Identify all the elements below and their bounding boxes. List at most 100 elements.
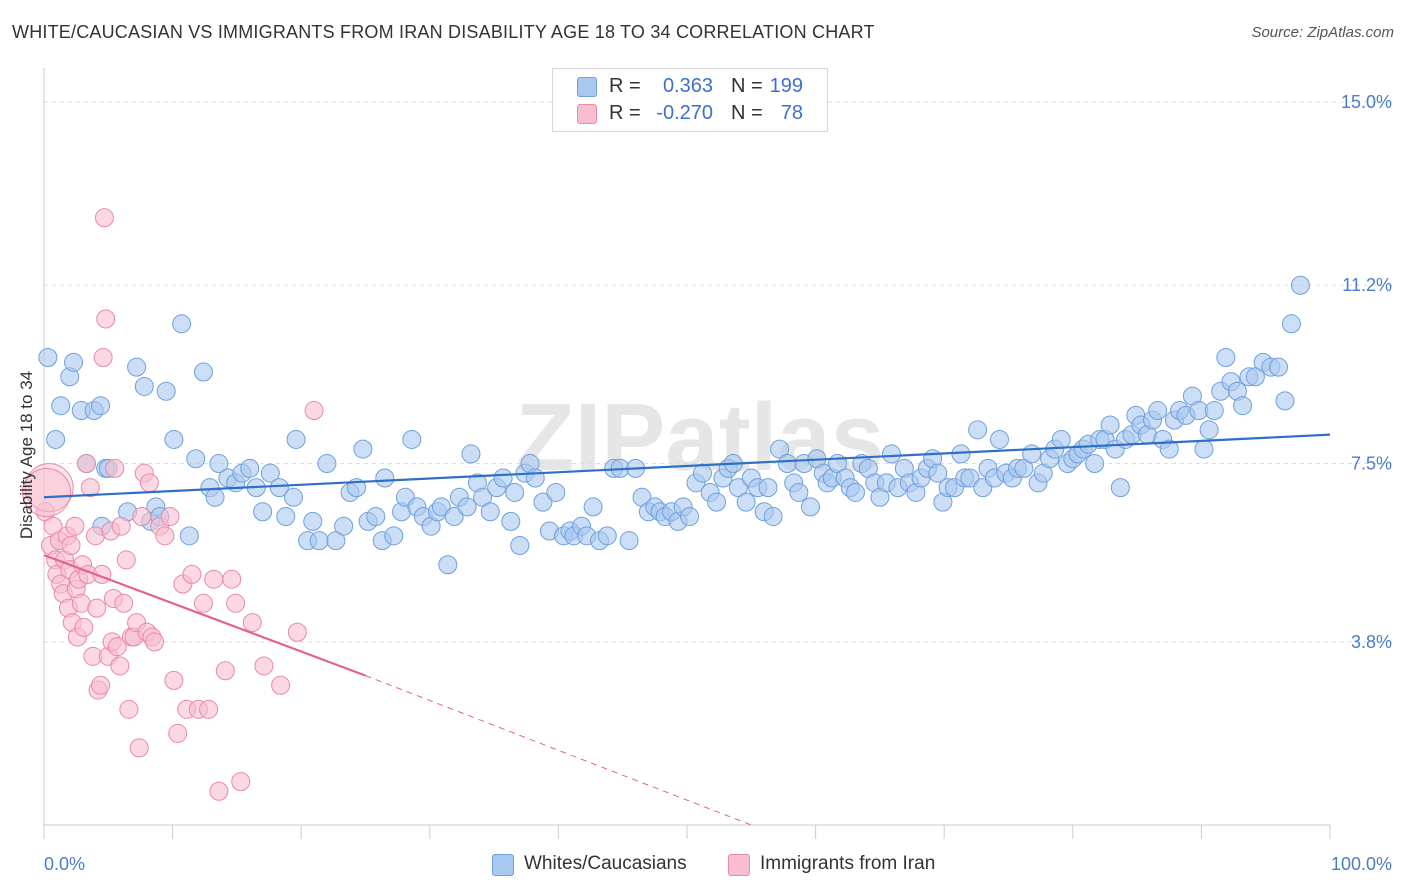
data-point	[707, 492, 727, 512]
data-point	[960, 468, 980, 488]
data-point	[209, 454, 229, 474]
data-point	[525, 468, 545, 488]
data-point	[402, 429, 422, 449]
data-point	[619, 531, 639, 551]
data-point	[309, 531, 329, 551]
legend-row-iran: R = -0.270 N = 78	[553, 100, 827, 126]
data-point	[505, 482, 525, 502]
data-point	[1290, 275, 1310, 295]
data-point	[260, 463, 280, 483]
data-point	[209, 781, 229, 801]
x-tick-label-max: 100.0%	[1331, 854, 1392, 874]
data-point	[204, 569, 224, 589]
data-point	[461, 444, 481, 464]
data-point	[800, 497, 820, 517]
legend-label-whites: Whites/Caucasians	[524, 853, 687, 874]
data-point	[597, 526, 617, 546]
data-point	[205, 487, 225, 507]
data-point	[1194, 439, 1214, 459]
data-point	[93, 348, 113, 368]
data-point	[91, 396, 111, 416]
data-point	[253, 502, 273, 522]
data-point	[193, 593, 213, 613]
legend-row-whites: R = 0.363 N = 199	[553, 73, 827, 99]
trend-line-iran	[43, 554, 366, 677]
data-point	[438, 555, 458, 575]
data-point	[1275, 391, 1295, 411]
series-iran-points	[22, 208, 324, 801]
data-point	[182, 564, 202, 584]
data-point	[1159, 439, 1179, 459]
data-point	[789, 482, 809, 502]
axes	[43, 68, 1331, 839]
grid-lines	[44, 101, 1392, 643]
chart-title: WHITE/CAUCASIAN VS IMMIGRANTS FROM IRAN …	[12, 22, 875, 42]
data-point	[286, 429, 306, 449]
data-point	[226, 593, 246, 613]
data-point	[134, 376, 154, 396]
data-point	[132, 507, 152, 527]
data-point	[38, 348, 58, 368]
legend-n-value: 199	[769, 75, 803, 97]
data-point	[501, 511, 521, 531]
data-point	[375, 468, 395, 488]
data-point	[680, 507, 700, 527]
data-point	[254, 656, 274, 676]
y-tick-label: 11.2%	[1342, 275, 1392, 295]
data-point	[968, 420, 988, 440]
data-point	[119, 699, 139, 719]
data-point	[763, 507, 783, 527]
data-point	[989, 429, 1009, 449]
data-point	[222, 569, 242, 589]
data-point	[736, 492, 756, 512]
data-point	[172, 314, 192, 334]
data-point	[1204, 401, 1224, 421]
series-whites-points	[38, 275, 1310, 575]
data-point	[928, 463, 948, 483]
data-point	[46, 429, 66, 449]
data-point	[193, 362, 213, 382]
legend-r-value: -0.270	[656, 102, 713, 124]
data-point	[353, 439, 373, 459]
data-point	[269, 478, 289, 498]
data-point	[242, 613, 262, 633]
data-point	[1085, 454, 1105, 474]
y-tick-label: 15.0%	[1341, 92, 1392, 112]
data-point	[107, 637, 127, 657]
data-point	[156, 381, 176, 401]
legend-r-label: R =	[609, 102, 641, 124]
data-point	[179, 526, 199, 546]
data-point	[231, 772, 251, 792]
data-point	[457, 497, 477, 517]
stats-legend: R = 0.363 N = 199 R = -0.270 N = 78	[552, 68, 828, 132]
data-point	[444, 507, 464, 527]
data-point	[1269, 357, 1289, 377]
data-point	[276, 507, 296, 527]
data-point	[111, 516, 131, 536]
data-point	[317, 454, 337, 474]
data-point	[692, 463, 712, 483]
data-point	[304, 401, 324, 421]
legend-swatch-whites	[492, 854, 514, 876]
data-point	[64, 352, 84, 372]
data-point	[114, 593, 134, 613]
data-point	[1110, 478, 1130, 498]
trend-lines	[43, 433, 1331, 826]
data-point	[168, 723, 188, 743]
legend-swatch-whites	[577, 77, 597, 97]
data-point	[164, 429, 184, 449]
data-point	[777, 454, 797, 474]
series-legend: Whites/Caucasians Immigrants from Iran	[0, 852, 1406, 878]
legend-label-iran: Immigrants from Iran	[760, 853, 936, 874]
data-point	[493, 468, 513, 488]
data-point	[96, 309, 116, 329]
data-point	[533, 492, 553, 512]
legend-r-label: R =	[609, 75, 641, 97]
x-tick-label-min: 0.0%	[44, 854, 85, 874]
data-point	[1281, 314, 1301, 334]
legend-swatch-iran	[577, 104, 597, 124]
data-point	[87, 598, 107, 618]
y-axis-label: Disability Age 18 to 34	[17, 371, 36, 539]
data-point	[94, 208, 114, 228]
data-point	[546, 482, 566, 502]
